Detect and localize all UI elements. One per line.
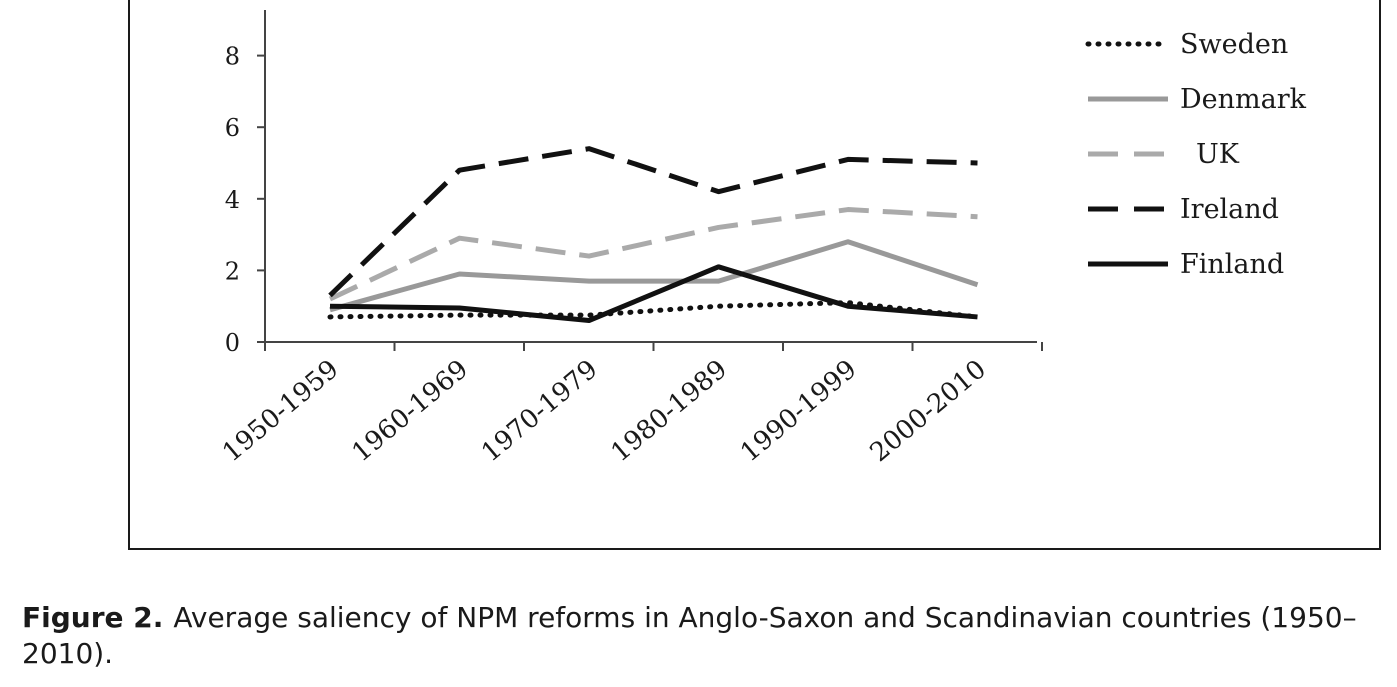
x-tick-label: 1950-1959: [217, 354, 344, 468]
x-tick-label: 1990-1999: [735, 354, 862, 468]
x-tick-label: 1960-1969: [347, 354, 474, 468]
chart-axes: [257, 10, 1043, 351]
legend-label-denmark: Denmark: [1180, 84, 1307, 115]
y-tick-label: 2: [225, 257, 240, 285]
line-chart: 0 2 4 6 8 1950-1959 1960-1969 1970-1979 1980-198…: [217, 10, 1307, 468]
series-line-ireland: [328, 146, 978, 298]
series-line-sweden: [327, 300, 980, 320]
x-tick-label: 1970-1979: [476, 354, 603, 468]
caption-text: Average saliency of NPM reforms in Anglo…: [22, 601, 1357, 670]
y-tick-label: 0: [225, 329, 240, 357]
series-lines: [327, 146, 980, 324]
legend-label-finland: Finland: [1180, 249, 1284, 280]
y-tick-label: 4: [225, 186, 240, 214]
series-line-denmark: [329, 239, 979, 313]
tick-labels: 0 2 4 6 8 1950-1959 1960-1969 1970-1979 1980-198…: [217, 43, 992, 468]
legend-label-uk: UK: [1196, 139, 1240, 170]
y-tick-label: 8: [225, 43, 240, 71]
figure-caption: Figure 2. Average saliency of NPM reforms…: [22, 600, 1382, 672]
y-tick-label: 6: [225, 114, 240, 142]
x-tick-label: 1980-1989: [606, 354, 733, 468]
caption-label: Figure 2.: [22, 601, 164, 634]
legend-label-ireland: Ireland: [1180, 194, 1279, 225]
x-tick-label: 2000-2010: [865, 354, 992, 468]
legend: Sweden Denmark UK Ireland Finland: [1085, 29, 1307, 280]
legend-label-sweden: Sweden: [1180, 29, 1288, 60]
chart-frame: [128, 0, 1381, 550]
series-line-finland: [329, 264, 978, 324]
